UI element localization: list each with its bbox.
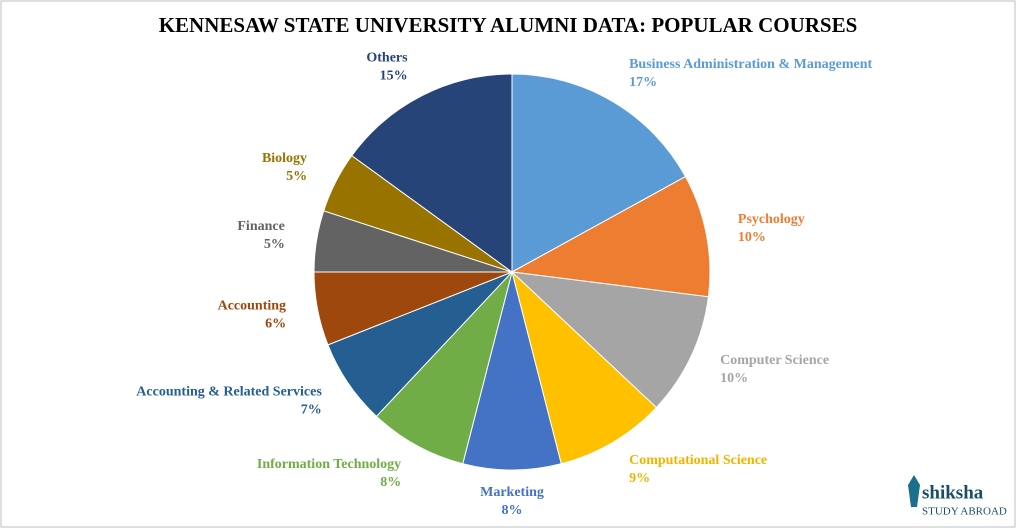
chart-title: KENNESAW STATE UNIVERSITY ALUMNI DATA: P…	[159, 13, 858, 37]
slice-value-label: 10%	[720, 371, 748, 386]
pie-slice	[351, 73, 513, 273]
slice-value-label: 10%	[738, 230, 766, 245]
logo: shiksha STUDY ABROAD	[908, 475, 1007, 518]
slice-label: Business Administration & Management	[629, 57, 872, 72]
slice-value-label: 7%	[301, 402, 322, 417]
slice-label: Biology	[262, 151, 307, 166]
slice-value-label: 8%	[380, 475, 401, 490]
slice-value-label: 5%	[286, 169, 307, 184]
pie-slice	[511, 73, 687, 273]
logo-brand: shiksha	[922, 482, 984, 503]
slice-label: Computational Science	[629, 453, 767, 468]
logo-icon	[908, 475, 920, 507]
pie-slice	[511, 270, 658, 465]
pie-slice	[510, 271, 709, 409]
slice-label: Accounting & Related Services	[136, 384, 322, 399]
slice-label: Others	[366, 50, 408, 65]
slice-label: Finance	[237, 219, 284, 234]
slice-label: Accounting	[218, 298, 286, 313]
slice-value-label: 17%	[629, 75, 657, 90]
pie-slice	[375, 271, 513, 465]
slice-value-label: 8%	[502, 503, 523, 518]
slice-label: Marketing	[480, 485, 544, 500]
slice-value-label: 5%	[264, 237, 285, 252]
slice-value-label: 9%	[629, 471, 650, 486]
slice-value-label: 15%	[380, 68, 408, 83]
slice-label: Information Technology	[257, 457, 401, 472]
slice-value-label: 6%	[265, 316, 286, 331]
slice-label: Computer Science	[720, 353, 829, 368]
pie-slice	[510, 175, 711, 298]
logo-tagline: STUDY ABROAD	[922, 506, 1007, 518]
slice-label: Psychology	[738, 212, 805, 227]
pie-slice	[462, 271, 562, 471]
